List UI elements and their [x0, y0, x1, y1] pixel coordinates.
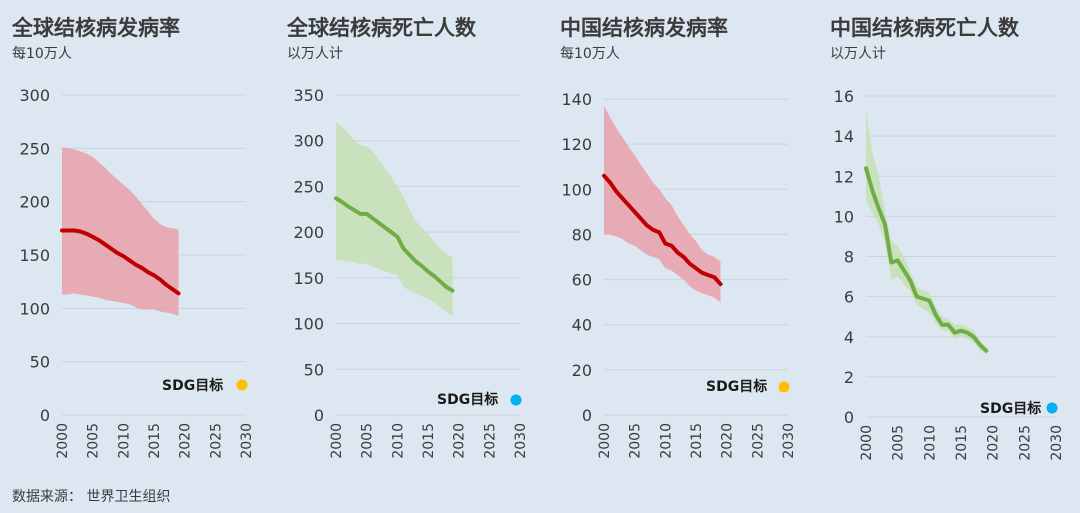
y-tick-label: 6 [844, 288, 854, 307]
y-tick-label: 0 [314, 406, 324, 425]
series-line-estimate [602, 173, 723, 287]
x-tick-label: 2025 [750, 423, 766, 459]
y-tick-label: 2 [844, 368, 854, 387]
sdg-target-marker [1046, 402, 1058, 414]
series-line-estimate [334, 196, 455, 293]
y-tick-label: 140 [561, 90, 592, 109]
y-tick-label: 300 [19, 86, 50, 105]
sdg-target-marker [236, 379, 248, 391]
x-tick-label: 2010 [390, 423, 406, 459]
x-tick-label: 2000 [55, 423, 71, 459]
y-tick-label: 8 [844, 248, 854, 267]
x-tick-label: 2025 [482, 423, 498, 459]
y-tick-label: 0 [40, 406, 50, 425]
y-tick-label: 12 [834, 167, 854, 186]
x-tick-label: 2005 [360, 423, 376, 459]
y-tick-label: 16 [834, 87, 854, 106]
y-tick-label: 50 [30, 353, 50, 372]
x-tick-label: 2000 [597, 423, 613, 459]
uncertainty-band [604, 105, 721, 303]
x-tick-label: 2030 [239, 423, 255, 459]
x-tick-label: 2010 [922, 425, 938, 461]
sdg-target-marker [778, 381, 790, 393]
x-tick-label: 2030 [1049, 425, 1065, 461]
x-tick-label: 2005 [891, 425, 907, 461]
sdg-target-label: SDG目标 [706, 378, 767, 395]
x-tick-label: 2025 [208, 423, 224, 459]
chart-panel-china-incidence: 中国结核病发病率 每10万人 0 20 40 60 80 100 120 140 2000 200… [548, 0, 818, 480]
chart-title: 中国结核病发病率 [560, 16, 728, 40]
chart-global-incidence: 0 50 100 150 200 250 300 2000 2005 2010 2015 2020 20… [19, 86, 255, 459]
y-tick-label: 0 [844, 408, 854, 427]
y-tick-label: 4 [844, 328, 854, 347]
chart-china-incidence: 0 20 40 60 80 100 120 140 2000 2005 2010 2015 2020 20… [561, 90, 797, 459]
x-tick-label: 2020 [452, 423, 468, 459]
x-tick-label: 2010 [116, 423, 132, 459]
y-tick-label: 120 [561, 135, 592, 154]
chart-subtitle: 以万人计 [830, 46, 886, 62]
y-tick-label: 150 [19, 246, 50, 265]
x-tick-label: 2000 [859, 425, 875, 461]
x-tick-label: 2000 [329, 423, 345, 459]
x-tick-label: 2030 [513, 423, 529, 459]
chart-panel-china-deaths: 中国结核病死亡人数 以万人计 0 2 4 6 8 10 12 14 16 2000 2005 2010… [818, 0, 1080, 480]
chart-global-deaths: 0 50 100 150 200 250 300 350 2000 2005 2010 2015 202… [293, 86, 529, 459]
sdg-target-label: SDG目标 [437, 391, 498, 408]
y-tick-label: 200 [19, 193, 50, 212]
y-tick-label: 20 [572, 361, 592, 380]
y-tick-label: 100 [293, 315, 324, 334]
y-tick-label: 150 [293, 269, 324, 288]
sdg-target-marker [510, 394, 522, 406]
y-tick-label: 10 [834, 207, 854, 226]
sdg-target-label: SDG目标 [162, 377, 223, 394]
x-tick-label: 2015 [147, 423, 163, 459]
x-tick-label: 2025 [1017, 425, 1033, 461]
chart-subtitle: 以万人计 [287, 46, 343, 62]
x-tick-label: 2015 [954, 425, 970, 461]
chart-title: 中国结核病死亡人数 [830, 16, 1019, 40]
y-tick-label: 300 [293, 132, 324, 151]
source-note: 数据来源： 世界卫生组织 [12, 489, 171, 505]
x-tick-label: 2030 [781, 423, 797, 459]
chart-title: 全球结核病死亡人数 [287, 16, 476, 40]
y-tick-label: 250 [293, 177, 324, 196]
x-tick-label: 2015 [689, 423, 705, 459]
x-tick-label: 2005 [628, 423, 644, 459]
y-tick-label: 40 [572, 316, 592, 335]
x-tick-label: 2020 [178, 423, 194, 459]
x-tick-label: 2015 [421, 423, 437, 459]
chart-panel-global-incidence: 全球结核病发病率 每10万人 0 50 100 150 200 250 300 2000 200… [0, 0, 270, 480]
x-tick-label: 2020 [720, 423, 736, 459]
series-line-estimate [60, 228, 181, 296]
x-tick-label: 2010 [658, 423, 674, 459]
uncertainty-band [866, 110, 987, 355]
chart-panel-global-deaths: 全球结核病死亡人数 以万人计 0 50 100 150 200 250 300 350 2000… [275, 0, 545, 480]
sdg-target-label: SDG目标 [980, 400, 1041, 417]
x-tick-label: 2020 [986, 425, 1002, 461]
uncertainty-band [336, 122, 453, 317]
y-tick-label: 50 [304, 360, 324, 379]
y-tick-label: 200 [293, 223, 324, 242]
y-tick-label: 100 [19, 299, 50, 318]
chart-title: 全球结核病发病率 [12, 16, 180, 40]
x-tick-label: 2005 [86, 423, 102, 459]
y-tick-label: 250 [19, 139, 50, 158]
y-tick-label: 80 [572, 225, 592, 244]
y-tick-label: 100 [561, 180, 592, 199]
y-tick-label: 350 [293, 86, 324, 105]
y-tick-label: 60 [572, 271, 592, 290]
y-tick-label: 0 [582, 406, 592, 425]
chart-subtitle: 每10万人 [560, 46, 620, 62]
series-line-estimate [864, 166, 989, 353]
y-tick-label: 14 [834, 127, 854, 146]
chart-china-deaths: 0 2 4 6 8 10 12 14 16 2000 2005 2010 2015 2020 2025 203… [834, 87, 1065, 461]
chart-subtitle: 每10万人 [12, 46, 72, 62]
